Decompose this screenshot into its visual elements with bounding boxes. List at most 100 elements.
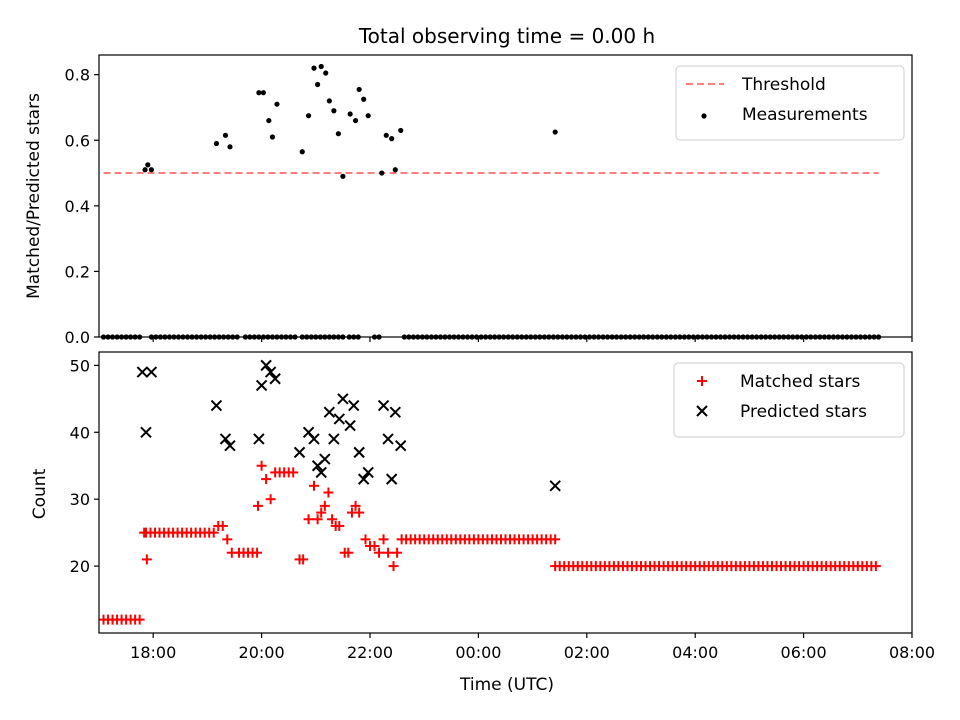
time-x-tick-label: 00:00	[455, 643, 501, 662]
predicted-point	[382, 433, 394, 445]
predicted-point-b	[377, 399, 390, 412]
time-x-axis-label: Time (UTC)	[459, 675, 554, 695]
matched-point	[252, 500, 263, 511]
matched-point	[308, 480, 319, 491]
count-legend-box	[673, 362, 905, 438]
predicted-point	[315, 466, 327, 479]
count-axes-frame	[98, 351, 913, 634]
matched-point	[550, 534, 561, 545]
legend-label: Matched stars	[740, 372, 860, 392]
matched-point	[208, 527, 219, 538]
predicted-point	[344, 419, 356, 432]
predicted-point	[269, 373, 281, 385]
time-x-tick-label: 20:00	[239, 643, 285, 662]
matched-point	[316, 507, 327, 518]
ratio-point	[222, 132, 229, 138]
matched-point	[870, 561, 881, 572]
predicted-point-b	[328, 433, 340, 445]
predicted-point	[253, 433, 265, 445]
ratio-point	[340, 173, 346, 179]
matched-point	[319, 500, 330, 511]
time-x-tick-label: 18:00	[130, 643, 176, 662]
ratio-point	[299, 149, 305, 155]
matched-point	[252, 547, 263, 558]
predicted-point-b	[362, 466, 374, 479]
matched-point	[288, 467, 299, 478]
ratio-point	[383, 132, 389, 138]
predicted-point-b	[315, 466, 327, 479]
predicted-point-b	[302, 426, 315, 438]
ratio-point	[331, 108, 337, 114]
ratio-point	[213, 140, 220, 147]
ratio-point	[347, 111, 353, 117]
count-panel: 20 30 40 50 18:00 20:00 22:00 00:00 02:00 04:00 06…	[30, 351, 935, 695]
ratio-y-tick-label: 0.6	[65, 131, 90, 150]
count-y-axis-label: Count	[30, 468, 50, 519]
ratio-point	[266, 117, 272, 124]
ratio-point	[323, 70, 329, 76]
matched-point	[312, 514, 323, 525]
ratio-y-tick-label: 0.4	[65, 197, 90, 216]
ratio-point	[365, 113, 371, 119]
predicted-point	[145, 366, 158, 378]
time-x-tick-label: 02:00	[564, 643, 610, 662]
predicted-point-b	[323, 406, 336, 418]
matched-point	[261, 474, 272, 485]
predicted-point	[255, 379, 268, 392]
matched-point	[350, 500, 361, 511]
predicted-point-b	[224, 439, 236, 452]
ratio-axes-frame	[98, 54, 913, 338]
time-x-tick-label: 04:00	[672, 643, 718, 662]
legend-label: Threshold	[741, 75, 826, 95]
ratio-y-tick-label: 0.8	[65, 66, 90, 85]
count-axes: 20 30 40 50 18:00 20:00 22:00 00:00 02:00 04:00 06…	[70, 351, 935, 662]
matched-point	[265, 494, 276, 505]
predicted-point	[385, 473, 398, 485]
ratio-point	[256, 90, 262, 96]
legend-label: Predicted stars	[740, 402, 867, 422]
legend-matched-swatch	[697, 376, 707, 386]
predicted-point-b	[293, 446, 306, 459]
predicted-point-b	[260, 359, 272, 372]
predicted-point-b	[264, 366, 277, 378]
predicted-point	[362, 466, 374, 479]
ratio-y-tick-label: 0.0	[65, 328, 90, 347]
predicted-point	[549, 480, 561, 492]
predicted-point-b	[210, 399, 223, 412]
predicted-point	[337, 393, 349, 405]
ratio-point	[552, 129, 558, 135]
predicted-point-b	[255, 379, 268, 392]
ratio-y-tick-label: 0.2	[65, 262, 90, 281]
count-plot-area	[98, 359, 881, 625]
ratio-point	[356, 86, 362, 93]
matched-point	[222, 534, 233, 545]
legend-predicted-b	[696, 405, 708, 417]
matched-point	[369, 541, 380, 552]
ratio-panel: 0.00.20.40.60.8 Matched/Predicted stars …	[24, 54, 913, 347]
chart-title: Total observing time = 0.00 h	[358, 24, 655, 48]
count-y-tick-label: 50	[70, 356, 90, 375]
matched-point	[298, 554, 309, 565]
predicted-point-b	[395, 439, 407, 452]
ratio-axes: 0.0 0.2 0.4 0.6 0.8	[65, 54, 913, 347]
ratio-point	[305, 113, 312, 119]
legend-measurements-swatch	[701, 113, 707, 119]
predicted-point	[357, 473, 370, 485]
predicted-point-b	[269, 373, 281, 385]
predicted-point-b	[333, 413, 345, 425]
predicted-point-b	[389, 406, 402, 418]
matched-point	[327, 514, 338, 525]
matched-point	[217, 520, 228, 531]
ratio-y-axis-label: Matched/Predicted stars	[24, 93, 44, 299]
predicted-point-b	[357, 473, 370, 485]
count-y-tick-label: 20	[70, 557, 90, 576]
predicted-point-b	[348, 399, 360, 412]
predicted-point	[264, 366, 277, 378]
predicted-point	[260, 359, 272, 372]
ratio-point	[142, 167, 148, 173]
matched-point	[343, 547, 354, 558]
matched-point	[360, 534, 371, 545]
ratio-point	[352, 117, 359, 124]
predicted-point-b	[353, 446, 365, 459]
predicted-point-b	[337, 393, 349, 405]
